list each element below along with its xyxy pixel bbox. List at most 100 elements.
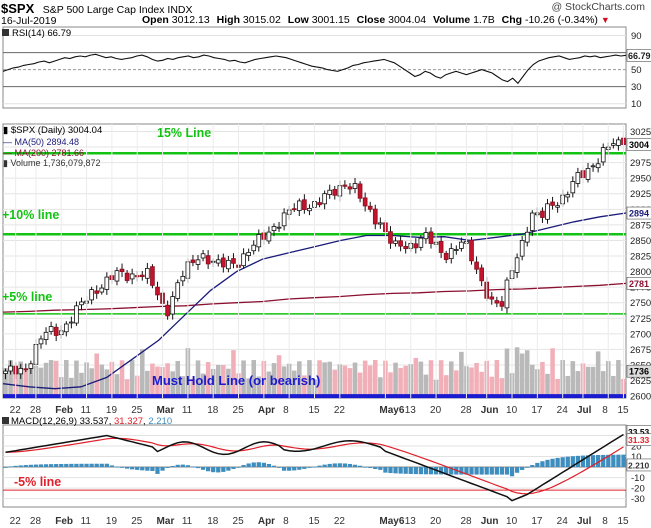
volume-bar bbox=[357, 372, 363, 398]
candle-body bbox=[555, 205, 560, 208]
volume-bar bbox=[600, 371, 606, 398]
date-label-price: Jul bbox=[577, 405, 592, 416]
volume-bar bbox=[170, 371, 175, 398]
candle-body bbox=[616, 139, 621, 146]
candle-body bbox=[545, 203, 550, 220]
macd-hist-bar bbox=[337, 463, 342, 468]
candle-body bbox=[550, 201, 555, 206]
price-label-text: $SPX (Daily) 3004.04 bbox=[10, 125, 103, 136]
candle-body bbox=[139, 274, 145, 277]
candle-body bbox=[89, 289, 94, 301]
date-label-price: 20 bbox=[430, 405, 442, 416]
ma200-label-text: MA(200) 2781.66 bbox=[14, 148, 85, 158]
candle-body bbox=[114, 270, 120, 282]
candle-body bbox=[479, 267, 484, 282]
candle-body bbox=[372, 208, 378, 225]
volume-bar bbox=[200, 373, 206, 398]
date-label-price: 28 bbox=[460, 405, 472, 416]
date-label-macd: 13 bbox=[405, 516, 417, 527]
macd-hist-bar bbox=[347, 463, 353, 468]
date-label-price: May6 bbox=[379, 405, 404, 416]
volume-bar bbox=[352, 362, 358, 398]
macd-hist-bar bbox=[464, 467, 469, 475]
volume-bar bbox=[438, 360, 444, 398]
macd-label: MACD(12,26,9) 33.537, 31.327, 2.210 bbox=[2, 416, 172, 427]
volume-bar bbox=[195, 360, 201, 398]
volume-bar bbox=[443, 375, 449, 398]
candle-body bbox=[28, 363, 34, 369]
volume-bar bbox=[165, 363, 170, 398]
macd-hist-bar bbox=[216, 467, 221, 473]
macd-hist-bar bbox=[368, 467, 373, 468]
symbol: $SPX bbox=[1, 1, 35, 16]
candle-body bbox=[271, 226, 277, 231]
volume-bar bbox=[99, 364, 105, 398]
chg-label: Chg bbox=[501, 14, 523, 26]
volume-bar bbox=[53, 360, 59, 398]
macd-hist-bar bbox=[393, 467, 398, 474]
macd-hist-bar bbox=[150, 467, 155, 471]
volume-bar bbox=[271, 363, 277, 398]
date-label-price: 8 bbox=[602, 405, 608, 416]
chg-value: -10.26 (-0.34%) bbox=[524, 14, 598, 26]
candle-body bbox=[18, 368, 24, 375]
volume-bar bbox=[514, 347, 520, 398]
macd-hist-bar bbox=[327, 463, 332, 468]
volume-bar bbox=[64, 360, 69, 398]
date-label-price: 15 bbox=[617, 405, 629, 416]
volume-bar bbox=[489, 376, 495, 398]
candle-body bbox=[575, 172, 581, 184]
macd-hist-bar bbox=[611, 454, 616, 468]
macd-hist-bar bbox=[363, 466, 368, 468]
date-label-macd: 8 bbox=[283, 516, 289, 527]
candle-body bbox=[428, 231, 434, 244]
macd-tick-label: -10 bbox=[631, 473, 645, 484]
close-badge: 3004 bbox=[629, 140, 649, 150]
volume-bar bbox=[373, 360, 378, 398]
date-label-macd: 24 bbox=[557, 516, 569, 527]
volume-bar bbox=[555, 378, 560, 398]
volume-bar bbox=[347, 368, 353, 398]
volume-bar bbox=[413, 357, 419, 398]
date-label-macd: Mar bbox=[157, 516, 175, 527]
volume-badge: 1736 bbox=[629, 367, 649, 377]
macd-hist-bar bbox=[449, 467, 454, 475]
volume-bar bbox=[74, 360, 79, 398]
close-badge-bg bbox=[626, 138, 651, 151]
macd-hist-bar bbox=[206, 467, 211, 472]
macd-hist-bar bbox=[484, 467, 489, 475]
volume-bar bbox=[180, 376, 186, 398]
macd-hist-bar bbox=[266, 463, 272, 468]
macd-hist-bar bbox=[545, 459, 550, 468]
macd-hist-bar bbox=[514, 467, 520, 473]
date-label-macd: 28 bbox=[30, 516, 42, 527]
macd-hist-bar bbox=[292, 467, 297, 471]
candle-body bbox=[79, 301, 84, 306]
macd-hist-bar bbox=[23, 465, 28, 468]
date-label-price: 19 bbox=[106, 405, 118, 416]
annotation-5pct: +5% line bbox=[2, 290, 53, 304]
macd-hist-bar bbox=[109, 465, 115, 468]
candle-body bbox=[595, 163, 601, 169]
volume-bar bbox=[124, 379, 130, 398]
candle-body bbox=[600, 147, 606, 163]
macd-hist-bar bbox=[160, 467, 165, 471]
signal-badge: 31.33 bbox=[628, 435, 650, 445]
volume-bar bbox=[94, 353, 99, 398]
macd-hist-bar bbox=[555, 457, 560, 468]
candle-body bbox=[307, 207, 312, 212]
volume-bar bbox=[342, 365, 348, 398]
macd-hist-bar bbox=[489, 467, 494, 475]
candle-body bbox=[565, 194, 571, 198]
price-tick-label: 2750 bbox=[630, 298, 651, 309]
volume-bar bbox=[590, 366, 596, 398]
candle-body bbox=[124, 272, 130, 281]
rsi-label: RSI(14) 66.79 bbox=[2, 28, 71, 39]
candle-body bbox=[418, 237, 424, 248]
date-label-price: 28 bbox=[30, 405, 42, 416]
macd-hist-bar bbox=[256, 462, 261, 468]
date-label-price: 10 bbox=[506, 405, 518, 416]
date-label-price: 8 bbox=[283, 405, 289, 416]
volume-bar bbox=[595, 351, 601, 398]
macd-hist-bar bbox=[444, 467, 449, 475]
